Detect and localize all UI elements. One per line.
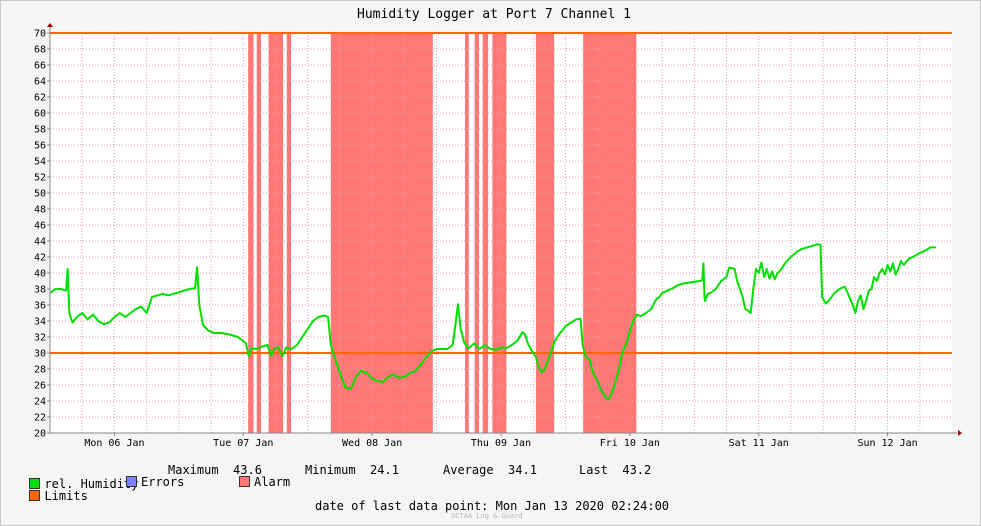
stat-last-label: Last: [579, 463, 608, 477]
legend-alarm-swatch: [239, 476, 250, 487]
alarm-band: [492, 33, 507, 433]
y-tick-label: 22: [34, 413, 46, 424]
legend-errors-swatch: [126, 476, 137, 487]
alarm-band: [248, 33, 254, 433]
legend-alarm-label: Alarm: [254, 475, 291, 489]
y-tick-label: 26: [34, 381, 46, 392]
alarm-band: [535, 33, 555, 433]
stat-minimum-label: Minimum: [305, 463, 356, 477]
alarm-band: [474, 33, 479, 433]
y-tick-label: 50: [34, 189, 46, 200]
legend-humidity: rel. Humidity: [29, 477, 138, 491]
alarm-band: [330, 33, 433, 433]
stat-average-label: Average: [443, 463, 494, 477]
y-tick-label: 38: [34, 285, 46, 296]
legend-row-1: rel. Humidity: [15, 463, 138, 491]
alarm-band: [583, 33, 637, 433]
stat-last: Last 43.2: [579, 463, 651, 477]
stat-maximum: Maximum 43.6: [168, 463, 262, 477]
y-tick-label: 46: [34, 221, 46, 232]
alarm-band: [465, 33, 469, 433]
x-axis-arrow: [958, 430, 962, 436]
stat-maximum-label: Maximum: [168, 463, 219, 477]
alarm-band: [482, 33, 489, 433]
x-tick-label: Sat 11 Jan: [729, 438, 789, 449]
y-tick-label: 48: [34, 205, 46, 216]
y-tick-label: 20: [34, 429, 46, 440]
y-tick-label: 30: [34, 349, 46, 360]
stat-last-value: 43.2: [622, 463, 652, 477]
y-tick-label: 56: [34, 141, 46, 152]
y-tick-label: 34: [34, 317, 46, 328]
y-tick-label: 70: [34, 29, 46, 40]
y-tick-label: 60: [34, 109, 46, 120]
alarm-band: [256, 33, 262, 433]
humidity-series-line: [49, 243, 936, 401]
stat-minimum-value: 24.1: [370, 463, 399, 477]
y-tick-label: 28: [34, 365, 46, 376]
legend-errors: Errors: [126, 475, 184, 489]
y-tick-label: 52: [34, 173, 46, 184]
legend-humidity-swatch: [29, 478, 41, 489]
y-tick-label: 58: [34, 125, 46, 136]
legend-alarm: Alarm: [239, 475, 290, 489]
legend-limits: Limits: [29, 489, 88, 503]
legend-limits-label: Limits: [44, 489, 88, 503]
legend-errors-label: Errors: [141, 475, 185, 489]
y-tick-label: 68: [34, 45, 46, 56]
watermark: OCTAA Log & Guard: [451, 512, 523, 520]
x-tick-label: Wed 08 Jan: [342, 438, 402, 449]
x-tick-label: Thu 09 Jan: [471, 438, 531, 449]
stat-minimum: Minimum 24.1: [305, 463, 399, 477]
y-tick-label: 24: [34, 397, 46, 408]
alarm-band: [268, 33, 284, 433]
y-axis-arrow: [47, 23, 53, 27]
y-tick-label: 54: [34, 157, 46, 168]
y-tick-label: 40: [34, 269, 46, 280]
legend-row-2: Limits: [15, 475, 88, 503]
y-tick-label: 64: [34, 77, 46, 88]
last-data-point: date of last data point: Mon Jan 13 2020…: [315, 499, 669, 513]
y-tick-label: 32: [34, 333, 46, 344]
y-tick-label: 62: [34, 93, 46, 104]
y-tick-label: 42: [34, 253, 46, 264]
x-tick-label: Fri 10 Jan: [600, 438, 660, 449]
x-tick-label: Mon 06 Jan: [84, 438, 144, 449]
stat-average: Average 34.1: [443, 463, 537, 477]
last-data-point-label: date of last data point:: [315, 499, 489, 513]
x-tick-label: Tue 07 Jan: [213, 438, 273, 449]
legend-humidity-label: rel. Humidity: [44, 477, 139, 491]
stat-average-value: 34.1: [508, 463, 537, 477]
chart-title: Humidity Logger at Port 7 Channel 1: [357, 7, 631, 22]
y-tick-label: 66: [34, 61, 46, 72]
y-tick-label: 44: [34, 237, 46, 248]
legend-limits-swatch: [29, 490, 41, 501]
y-tick-label: 36: [34, 301, 46, 312]
last-data-point-value: Mon Jan 13 2020 02:24:00: [495, 499, 670, 513]
alarm-band: [286, 33, 292, 433]
x-tick-label: Sun 12 Jan: [857, 438, 917, 449]
stat-maximum-value: 43.6: [233, 463, 262, 477]
